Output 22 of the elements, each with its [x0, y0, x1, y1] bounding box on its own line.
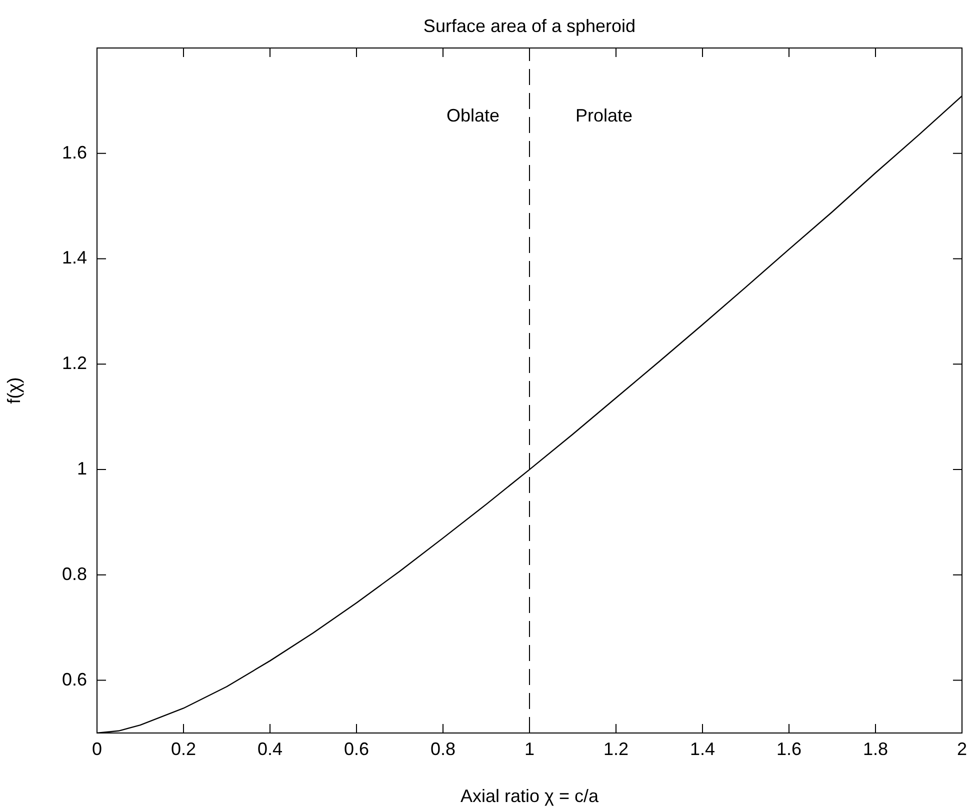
x-tick-label: 0.8: [430, 738, 456, 759]
y-axis-title: f(χ): [4, 377, 24, 404]
y-tick-label: 0.8: [62, 564, 87, 584]
x-tick-label: 1.6: [776, 738, 802, 759]
x-tick-label: 0.4: [257, 738, 283, 759]
x-axis-title: Axial ratio χ = c/a: [460, 786, 600, 806]
x-tick-label: 1.4: [690, 738, 716, 759]
chart-title: Surface area of a spheroid: [423, 16, 636, 36]
x-tick-label: 1: [524, 738, 535, 759]
x-tick-label: 0.6: [344, 738, 370, 759]
y-tick-label: 1.6: [62, 142, 87, 162]
x-tick-label: 2: [956, 738, 967, 759]
y-tick-label: 1.4: [62, 248, 87, 268]
x-tick-label: 1.8: [862, 738, 888, 759]
y-tick-label: 0.6: [62, 669, 87, 690]
x-tick-label: 0.2: [170, 738, 196, 759]
y-tick-label: 1: [76, 458, 87, 479]
y-tick-label: 1.2: [62, 353, 87, 374]
x-tick-label: 0: [92, 738, 102, 759]
annotation: Oblate: [446, 105, 500, 126]
annotation: Prolate: [575, 105, 633, 126]
x-tick-label: 1.2: [603, 738, 629, 759]
